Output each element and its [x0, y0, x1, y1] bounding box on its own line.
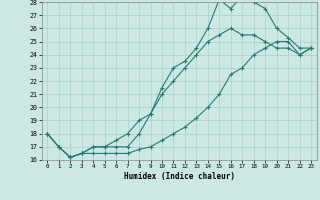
- X-axis label: Humidex (Indice chaleur): Humidex (Indice chaleur): [124, 172, 235, 181]
